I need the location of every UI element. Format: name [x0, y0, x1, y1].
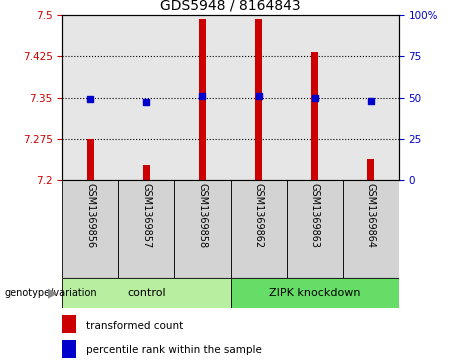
Bar — [62, 15, 118, 180]
Bar — [62, 340, 77, 358]
Text: ▶: ▶ — [48, 286, 58, 299]
Bar — [174, 15, 230, 180]
Text: percentile rank within the sample: percentile rank within the sample — [86, 345, 262, 355]
Text: GSM1369856: GSM1369856 — [85, 183, 95, 248]
Text: genotype/variation: genotype/variation — [5, 288, 97, 298]
Text: GSM1369857: GSM1369857 — [142, 183, 151, 248]
Bar — [311, 52, 318, 180]
Title: GDS5948 / 8164843: GDS5948 / 8164843 — [160, 0, 301, 12]
Bar — [287, 15, 343, 180]
Bar — [62, 278, 230, 308]
Text: GSM1369864: GSM1369864 — [366, 183, 376, 248]
Bar — [199, 19, 206, 180]
Bar — [230, 180, 287, 278]
Text: GSM1369862: GSM1369862 — [254, 183, 264, 248]
Bar — [62, 315, 77, 333]
Bar — [343, 15, 399, 180]
Bar — [367, 159, 374, 180]
Bar — [343, 180, 399, 278]
Bar — [230, 15, 287, 180]
Text: ZIPK knockdown: ZIPK knockdown — [269, 288, 361, 298]
Text: control: control — [127, 288, 165, 298]
Text: GSM1369858: GSM1369858 — [197, 183, 207, 248]
Bar — [174, 180, 230, 278]
Bar — [287, 180, 343, 278]
Bar — [230, 278, 399, 308]
Bar — [62, 180, 118, 278]
Bar — [255, 19, 262, 180]
Bar — [118, 180, 174, 278]
Bar — [87, 139, 94, 180]
Bar — [143, 164, 150, 180]
Text: transformed count: transformed count — [86, 321, 183, 331]
Bar — [118, 15, 174, 180]
Text: GSM1369863: GSM1369863 — [310, 183, 319, 248]
